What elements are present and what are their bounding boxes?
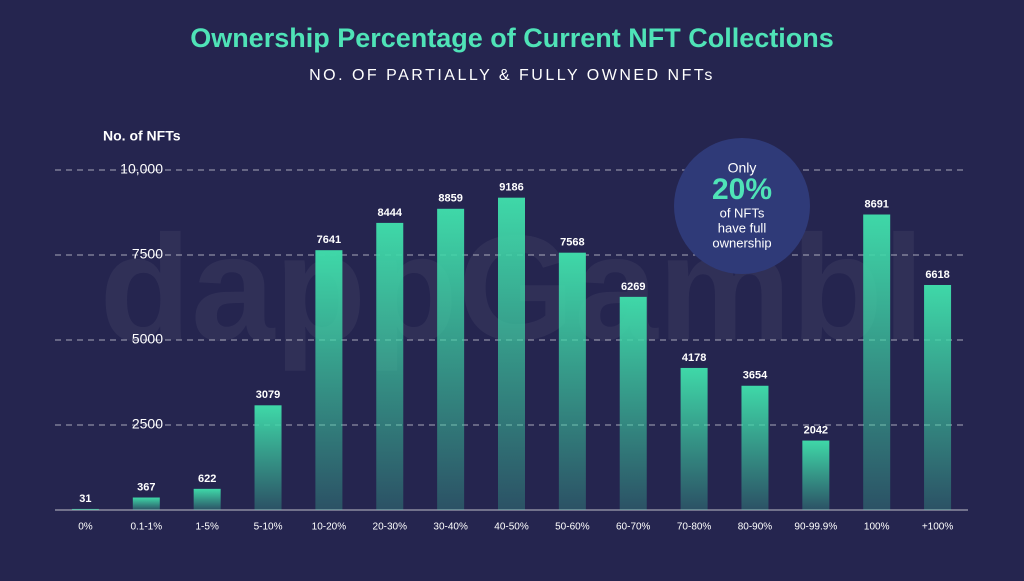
value-label: 6618 — [925, 269, 949, 281]
x-tick-label: 70-80% — [677, 522, 712, 533]
bar — [741, 385, 769, 510]
annotation-text: have full — [718, 220, 767, 235]
value-label: 6269 — [621, 281, 645, 293]
annotation-text: Only — [728, 160, 757, 176]
value-label: 31 — [79, 493, 91, 505]
x-tick-label: 100% — [864, 522, 890, 533]
y-tick-label: 7500 — [132, 246, 163, 262]
y-tick-label: 5000 — [132, 331, 163, 347]
x-tick-label: 40-50% — [494, 522, 529, 533]
x-tick-label: 80-90% — [738, 522, 773, 533]
x-tick-label: 60-70% — [616, 522, 651, 533]
value-label: 367 — [137, 481, 155, 493]
bar — [193, 488, 221, 510]
value-label: 7641 — [317, 234, 341, 246]
value-label: 7568 — [560, 237, 584, 249]
y-tick-label: 2500 — [132, 416, 163, 432]
y-axis-label: No. of NFTs — [103, 128, 181, 144]
value-label: 2042 — [804, 424, 828, 436]
bar — [376, 222, 404, 511]
chart-subtitle: NO. OF PARTIALLY & FULLY OWNED NFTs — [309, 67, 715, 84]
annotation: Only 20% of NFTs have full ownership — [674, 138, 810, 274]
x-tick-label: 20-30% — [373, 522, 408, 533]
x-tick-label: 30-40% — [433, 522, 468, 533]
annotation-highlight: 20% — [712, 173, 772, 206]
x-tick-label: 5-10% — [254, 522, 283, 533]
annotation-circle — [674, 138, 810, 274]
bar — [498, 197, 525, 510]
x-tick-label: 1-5% — [195, 522, 218, 533]
bar — [437, 208, 465, 510]
value-label: 8444 — [378, 207, 403, 219]
bar — [558, 252, 586, 511]
x-tick-label: 10-20% — [312, 522, 347, 533]
value-label: 3654 — [743, 370, 768, 382]
x-tick-label: +100% — [922, 522, 954, 533]
value-label: 8859 — [438, 193, 462, 205]
x-tick-label: 90-99.9% — [794, 522, 837, 533]
value-label: 622 — [198, 473, 216, 485]
bar — [863, 214, 891, 511]
bar — [619, 296, 647, 510]
value-label: 3079 — [256, 389, 280, 401]
bar — [315, 250, 343, 510]
value-label: 9186 — [499, 182, 523, 194]
annotation-text: ownership — [712, 235, 771, 250]
bar — [680, 367, 708, 510]
y-tick-label: 10,000 — [120, 161, 163, 177]
x-tick-label: 0% — [78, 522, 93, 533]
bar — [254, 405, 282, 510]
x-tick-label: 50-60% — [555, 522, 590, 533]
annotation-text: of NFTs — [720, 205, 765, 220]
value-label: 8691 — [864, 198, 888, 210]
x-tick-label: 0.1-1% — [130, 522, 162, 533]
bar — [132, 497, 160, 510]
bar — [924, 284, 952, 510]
value-label: 4178 — [682, 352, 706, 364]
bar — [802, 440, 830, 510]
chart-title: Ownership Percentage of Current NFT Coll… — [190, 23, 834, 53]
bar — [71, 508, 99, 510]
